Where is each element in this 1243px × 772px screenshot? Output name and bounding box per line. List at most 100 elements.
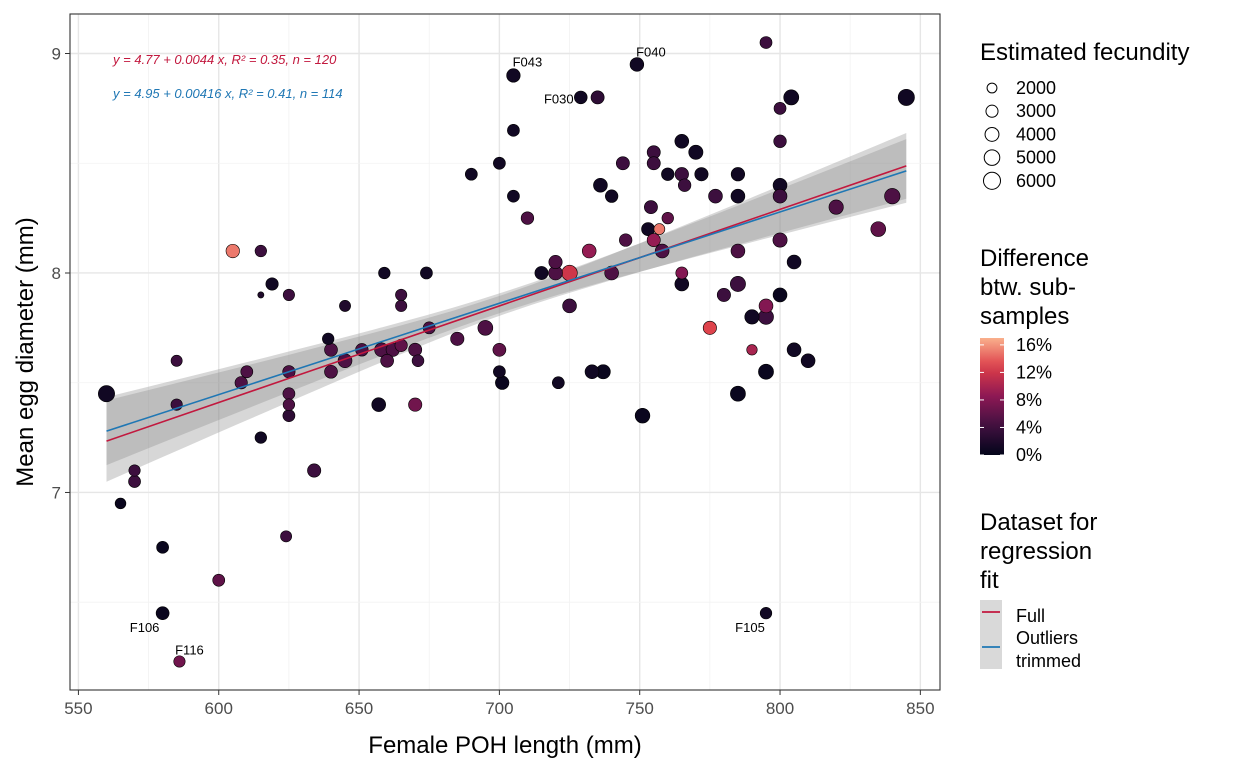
colorbar-label: 12%	[1016, 362, 1052, 382]
fecundity-legend-key	[983, 149, 1001, 166]
x-tick-label: 800	[766, 699, 794, 718]
data-point	[593, 177, 608, 193]
data-point	[772, 287, 788, 303]
data-point	[395, 299, 408, 312]
data-point	[225, 243, 240, 259]
data-point	[716, 287, 731, 302]
data-point	[661, 167, 675, 181]
fecundity-legend-label: 5000	[1016, 148, 1056, 168]
data-point	[870, 221, 887, 237]
data-point	[730, 188, 746, 204]
data-point	[786, 254, 802, 270]
data-point	[562, 298, 577, 314]
outlier-label: F105	[735, 620, 765, 635]
data-point	[605, 189, 619, 203]
data-point	[307, 463, 322, 478]
regression-equations: y = 4.77 + 0.0044 x, R² = 0.35, n = 120 y…	[112, 52, 343, 101]
data-point	[653, 223, 666, 235]
fecundity-legend-label: 3000	[1016, 101, 1056, 121]
data-points	[98, 36, 915, 668]
data-point	[378, 266, 391, 280]
data-point	[646, 233, 661, 247]
confidence-band	[106, 139, 907, 466]
data-point	[450, 331, 465, 346]
legends: Estimated fecundity 2000 3000 4000 5000 6000 D…	[980, 39, 1189, 671]
data-point	[507, 189, 520, 203]
outlier-label: F116	[175, 642, 204, 657]
data-point	[772, 188, 788, 204]
data-point	[759, 36, 773, 49]
difference-colorbar	[980, 338, 1004, 455]
data-point	[395, 288, 408, 301]
outlier-label: F043	[513, 54, 543, 69]
data-point	[420, 266, 433, 280]
data-point	[619, 233, 633, 247]
data-point	[212, 573, 226, 587]
data-point	[173, 655, 186, 668]
data-point	[493, 156, 506, 170]
data-point	[730, 276, 746, 292]
data-point	[677, 178, 692, 192]
data-point	[493, 365, 506, 379]
data-point	[758, 298, 774, 314]
data-point	[759, 607, 773, 620]
data-point	[507, 123, 520, 137]
data-point	[581, 243, 597, 259]
fecundity-legend-key	[986, 82, 998, 94]
y-axis-title: Mean egg diameter (mm)	[12, 217, 39, 486]
dataset-legend-title: regression	[980, 538, 1092, 565]
data-point	[339, 300, 351, 312]
data-point	[495, 375, 510, 390]
data-point	[156, 541, 169, 554]
data-point	[590, 90, 605, 105]
data-point	[661, 211, 674, 225]
difference-legend-title: Difference	[980, 245, 1089, 272]
fecundity-legend-title: Estimated fecundity	[980, 39, 1189, 66]
data-point	[758, 363, 774, 380]
regression-line	[106, 165, 907, 442]
data-point	[520, 211, 535, 225]
data-point	[634, 407, 651, 424]
data-point	[506, 68, 521, 83]
data-point	[464, 167, 478, 181]
data-point	[629, 57, 645, 72]
dataset-legend-label: Full	[1016, 606, 1045, 626]
colorbar-label: 0%	[1016, 445, 1042, 465]
data-point	[371, 397, 386, 412]
data-point	[324, 364, 338, 379]
regression-equation: y = 4.77 + 0.0044 x, R² = 0.35, n = 120	[112, 52, 337, 67]
data-point	[128, 475, 141, 488]
data-point	[265, 277, 279, 291]
data-point	[773, 134, 787, 148]
colorbar-label: 4%	[1016, 417, 1042, 437]
data-point	[280, 530, 293, 543]
data-point	[155, 606, 170, 620]
data-point	[772, 232, 788, 248]
difference-legend-title: btw. sub-	[980, 274, 1076, 301]
data-point	[282, 409, 296, 422]
data-point	[897, 88, 915, 106]
colorbar-label: 16%	[1016, 335, 1052, 355]
data-point	[324, 342, 338, 357]
dataset-legend-label: Outliers	[1016, 628, 1078, 648]
data-point	[688, 144, 704, 160]
data-point	[282, 288, 295, 301]
x-tick-label: 750	[626, 699, 654, 718]
data-point	[694, 167, 709, 182]
data-point	[411, 354, 425, 368]
data-point	[786, 342, 802, 358]
dataset-legend-title: Dataset for	[980, 509, 1097, 536]
data-point	[254, 244, 267, 258]
data-point	[282, 387, 296, 401]
fecundity-legend-label: 6000	[1016, 171, 1056, 191]
data-point	[548, 255, 563, 270]
plot-panel-border	[69, 13, 941, 691]
data-point	[257, 291, 265, 299]
dataset-legend-title: fit	[980, 567, 999, 594]
data-point	[783, 89, 800, 106]
data-point	[800, 353, 816, 369]
data-point	[98, 385, 115, 403]
confidence-bands	[106, 133, 907, 482]
